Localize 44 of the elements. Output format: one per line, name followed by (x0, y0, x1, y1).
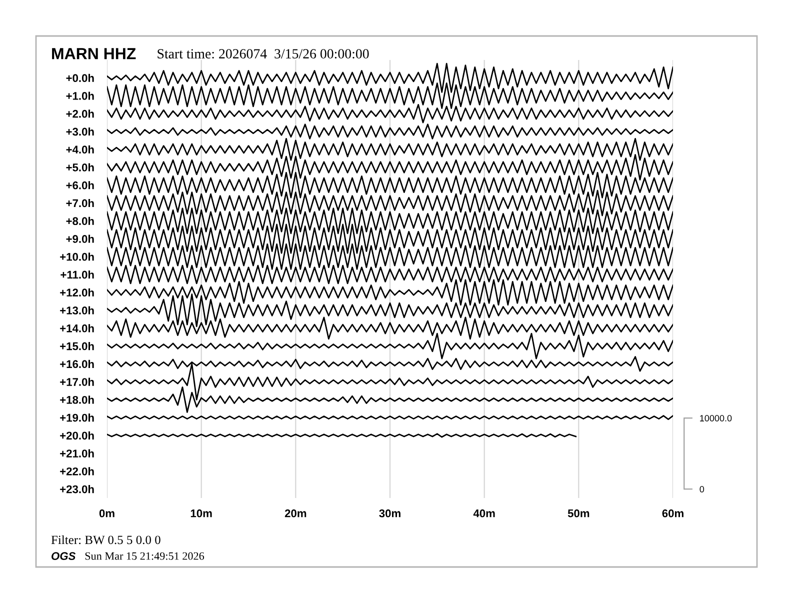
y-tick-label: +7.0h (66, 198, 94, 208)
line-series (107, 264, 673, 284)
y2-tick-label: 10000.0 (700, 415, 732, 422)
y-tick-label: +21.0h (60, 449, 94, 458)
y-tick-label: +17.0h (60, 378, 94, 386)
line-series (107, 124, 673, 140)
x-tick-label: 50m (568, 509, 590, 518)
y-tick-label: +11.0h (60, 270, 94, 279)
y-tick-label: +8.0h (66, 216, 94, 226)
line-series (107, 154, 673, 180)
y-tick-label: +9.0h (66, 234, 94, 243)
y-tick-label: +10.0h (60, 252, 94, 261)
chart-subtitle: Start time: 2026074 3/15/26 00:00:00 (158, 49, 369, 59)
y2-tick-label: 0 (700, 486, 704, 492)
y-tick-label: +6.0h (66, 181, 94, 190)
y-tick-label: +20.0h (60, 431, 94, 440)
y-tick-label: +19.0h (60, 414, 94, 422)
y-tick-label: +22.0h (60, 467, 94, 476)
line-series (107, 104, 673, 124)
x-tick-label: 0m (99, 509, 114, 518)
text: Filter: BW 0.5 5 0.0 0 (51, 535, 160, 544)
y-tick-label: +14.0h (60, 324, 94, 332)
y-tick-label: +2.0h (66, 110, 94, 118)
y-tick-label: +0.0h (66, 74, 94, 82)
y-tick-label: +16.0h (60, 360, 94, 368)
y-tick-label: +5.0h (66, 163, 94, 172)
y-tick-label: +23.0h (60, 485, 94, 494)
y-tick-label: +13.0h (60, 306, 94, 314)
x-tick-label: 10m (190, 509, 212, 518)
y-tick-label: +1.0h (66, 92, 94, 100)
chart-title: MARN HHZ (52, 48, 136, 60)
line-series (107, 138, 673, 161)
x-tick-label: 30m (379, 509, 400, 518)
text: OGS (52, 552, 76, 560)
line-series (107, 332, 673, 360)
x-tick-label: 20m (284, 509, 306, 518)
y-tick-label: +18.0h (60, 396, 94, 404)
y-tick-label: +12.0h (60, 288, 94, 297)
x-tick-label: 40m (473, 509, 495, 518)
text: Sun Mar 15 21:49:51 2026 (85, 552, 204, 560)
x-tick-label: 60m (662, 509, 684, 518)
y-tick-label: +3.0h (66, 127, 94, 136)
y-tick-label: +15.0h (60, 342, 94, 350)
y-tick-label: +4.0h (66, 145, 94, 154)
